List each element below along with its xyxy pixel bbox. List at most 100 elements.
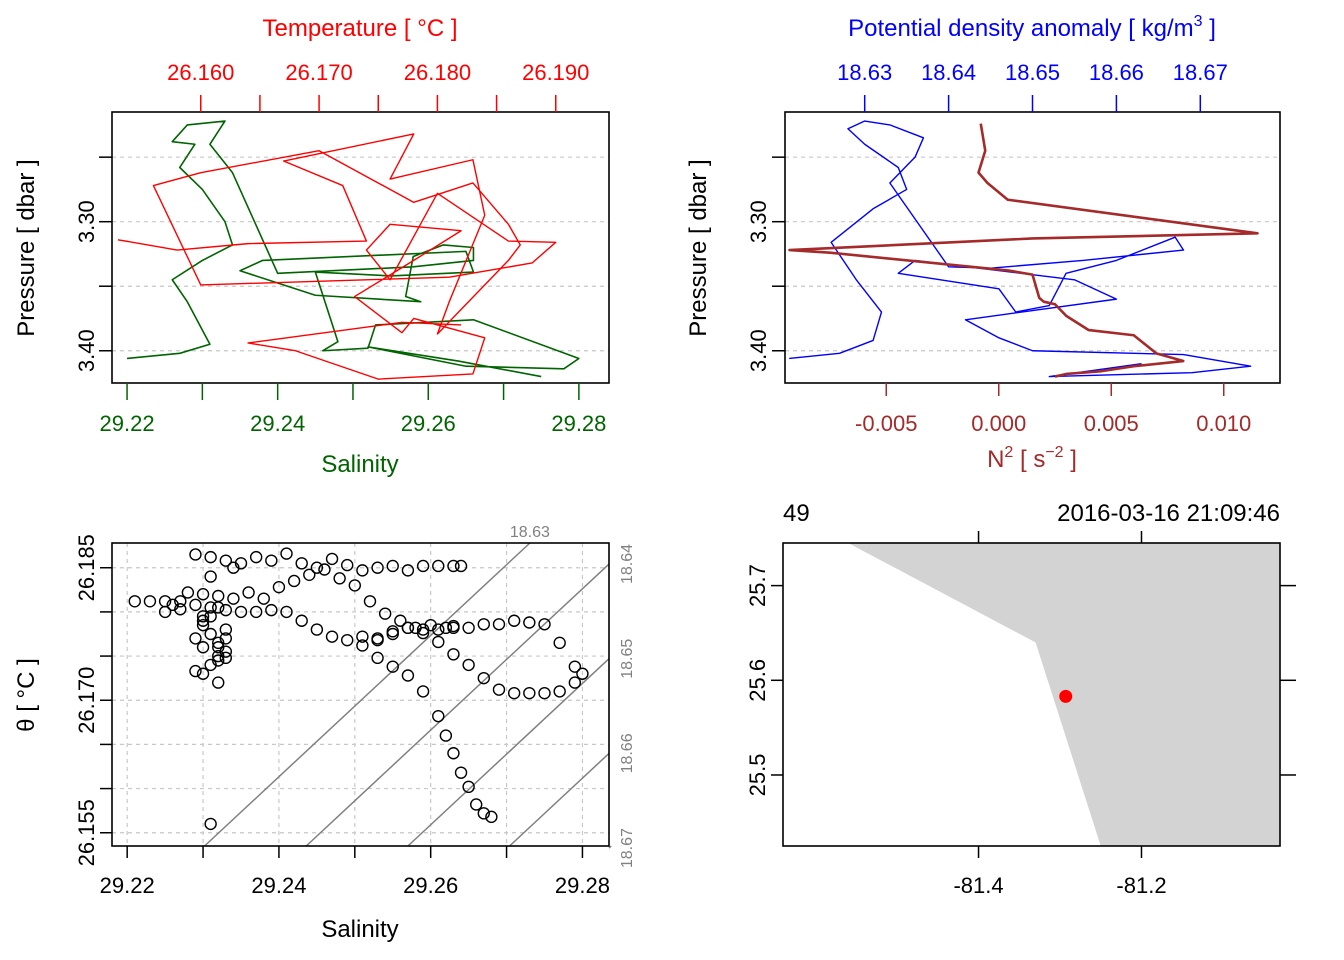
p3-point bbox=[553, 685, 566, 698]
p3-point bbox=[196, 610, 210, 623]
p3-point bbox=[189, 548, 202, 561]
p3-xlabel: Salinity bbox=[321, 916, 398, 943]
p3-axes: 18.63 18.64 18.65 18.66 18.67 29.22 29.24 29.26… bbox=[74, 524, 636, 898]
p2-n2-ticklabel-2: 0.005 bbox=[1084, 411, 1139, 436]
p4-station-marker bbox=[1059, 689, 1073, 703]
p3-point bbox=[462, 621, 475, 635]
p3-y-ticklabel-0: 26.155 bbox=[74, 799, 99, 866]
p2-dens-ticklabel-4: 18.67 bbox=[1173, 60, 1228, 85]
p3-point bbox=[356, 630, 369, 643]
p3-point bbox=[492, 683, 506, 696]
p4-station-time: 2016-03-16 21:09:46 bbox=[1057, 500, 1280, 527]
p3-point bbox=[432, 709, 445, 723]
p3-point bbox=[447, 648, 460, 661]
p3-point bbox=[371, 651, 384, 665]
p3-point bbox=[386, 660, 399, 673]
p3-point bbox=[310, 561, 324, 574]
p3-point bbox=[189, 632, 202, 645]
p3-point bbox=[439, 621, 453, 635]
p3-point bbox=[477, 807, 491, 820]
p3-point bbox=[386, 559, 399, 573]
p3-point bbox=[189, 598, 202, 612]
p2-series bbox=[788, 120, 1259, 378]
p3-point bbox=[462, 658, 475, 672]
p3-point bbox=[219, 651, 233, 665]
p3-point bbox=[432, 635, 445, 649]
p3-point bbox=[204, 627, 217, 641]
p3-point bbox=[249, 605, 263, 619]
p3-point bbox=[212, 601, 225, 614]
p3-point bbox=[174, 595, 187, 608]
p3-point bbox=[439, 729, 453, 742]
p3-point bbox=[272, 580, 286, 594]
p3-point bbox=[416, 626, 430, 640]
p1-temperature-line bbox=[117, 133, 557, 380]
p3-point bbox=[454, 559, 468, 573]
p2-dens-ticklabel-1: 18.64 bbox=[921, 60, 976, 85]
p2-xlabel-end: ] bbox=[1064, 446, 1077, 473]
p1-plot-box bbox=[111, 111, 610, 384]
p3-x-ticklabel-3: 29.28 bbox=[555, 873, 610, 898]
p1-grid bbox=[112, 156, 609, 352]
p2-dens-ticklabel-2: 18.65 bbox=[1005, 60, 1060, 85]
p3-point bbox=[386, 625, 399, 638]
p4-y-ticklabel-0: 25.5 bbox=[745, 754, 770, 797]
p1-temp-ticklabel-2: 26.180 bbox=[404, 60, 471, 85]
p3-point bbox=[485, 810, 498, 824]
p4-x-ticklabel-0: -81.4 bbox=[953, 873, 1003, 898]
p3-isopycnal-2 bbox=[407, 658, 610, 847]
p3-points bbox=[128, 547, 589, 831]
p3-point bbox=[356, 564, 369, 577]
p3-point bbox=[303, 568, 316, 582]
p3-point bbox=[416, 685, 430, 698]
p2-top-title-main: Potential density anomaly [ kg/m bbox=[848, 15, 1194, 42]
p3-point bbox=[447, 621, 460, 635]
p3-point bbox=[477, 671, 491, 685]
p2-xlabel-unit: [ s bbox=[1013, 446, 1045, 473]
p3-point bbox=[212, 589, 225, 603]
p3-point bbox=[219, 632, 233, 645]
p3-point bbox=[295, 557, 308, 570]
p3-point bbox=[416, 623, 430, 636]
p3-point bbox=[568, 660, 582, 673]
p3-point bbox=[158, 605, 172, 619]
p3-point bbox=[507, 614, 521, 627]
p3-isopycnal-label-0: 18.63 bbox=[510, 524, 550, 541]
p1-ylabel: Pressure [ dbar ] bbox=[13, 159, 40, 336]
p3-point bbox=[538, 618, 551, 631]
p3-point bbox=[280, 547, 293, 560]
p3-point bbox=[568, 676, 582, 689]
p3-point bbox=[189, 664, 202, 678]
p3-point bbox=[394, 614, 407, 627]
p1-xlabel: Salinity bbox=[321, 451, 398, 478]
p2-n2-ticklabel-1: 0.000 bbox=[971, 411, 1026, 436]
p3-point bbox=[204, 550, 217, 564]
p3-point bbox=[348, 579, 362, 592]
p3-point bbox=[212, 641, 225, 654]
p3-isopycnal-label-1: 18.64 bbox=[619, 544, 636, 584]
p4-station bbox=[1059, 689, 1073, 703]
p1-axes: 29.22 29.24 29.26 29.28 26.160 26.170 26.180 26… bbox=[74, 60, 606, 436]
p4-axes: -81.4 -81.2 25.5 25.6 25.7 bbox=[745, 531, 1296, 898]
p3-point bbox=[341, 633, 354, 647]
p3-point bbox=[507, 686, 521, 700]
p3-x-ticklabel-1: 29.24 bbox=[251, 873, 306, 898]
p3-point bbox=[257, 592, 270, 605]
p2-xlabel: N2 [ s−2 ] bbox=[987, 444, 1077, 473]
p3-point bbox=[143, 595, 157, 608]
p2-n2-line bbox=[788, 123, 1259, 378]
p3-point bbox=[416, 559, 430, 573]
p2-top-title-sup: 3 bbox=[1194, 13, 1203, 30]
p3-point bbox=[538, 686, 551, 700]
p3-point bbox=[492, 618, 506, 631]
p3-y-ticklabel-1: 26.170 bbox=[74, 667, 99, 734]
p3-point bbox=[196, 641, 210, 654]
p3-point bbox=[553, 636, 566, 650]
p3-point bbox=[280, 605, 293, 619]
p3-x-ticklabel-0: 29.22 bbox=[100, 873, 155, 898]
p3-point bbox=[204, 570, 217, 583]
p1-sal-ticklabel-3: 29.28 bbox=[551, 411, 606, 436]
p3-point bbox=[212, 676, 225, 689]
p3-point bbox=[576, 667, 589, 680]
p3-isopycnal-label-3: 18.66 bbox=[619, 733, 636, 773]
